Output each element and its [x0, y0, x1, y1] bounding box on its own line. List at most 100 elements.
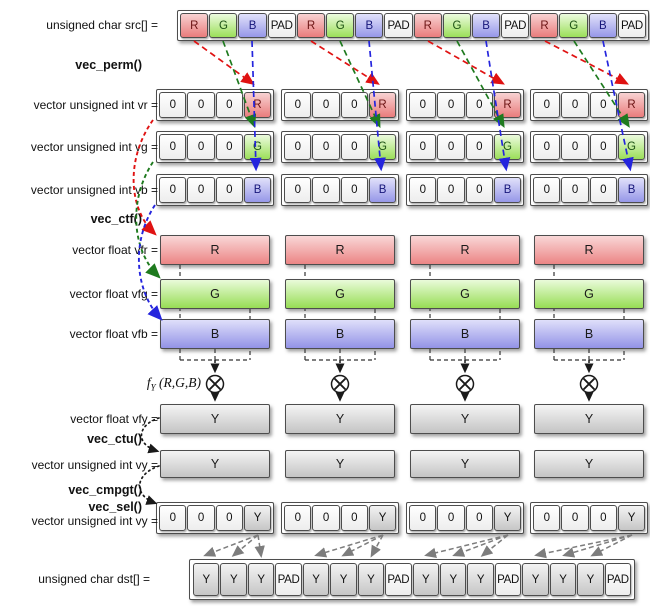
- dst-cell: Y: [467, 563, 494, 596]
- perm-arrow-red: [193, 40, 255, 85]
- store-arrow: [254, 534, 265, 558]
- dst-cell: Y: [302, 563, 330, 596]
- src-cell: G: [442, 13, 471, 38]
- vg-cell: 0: [409, 134, 437, 160]
- vb-cell: B: [617, 177, 645, 203]
- vb-cell: B: [368, 177, 396, 203]
- vr-cell: R: [617, 92, 645, 118]
- dst-cell: Y: [549, 563, 577, 596]
- vfy-bar-4: Y: [534, 404, 644, 434]
- vy-label: vector unsigned int vy =: [31, 458, 158, 472]
- vec-cmpgt-label: vec_cmpgt(): [68, 483, 142, 497]
- vb-cell: 0: [589, 177, 617, 203]
- vr-label: vector unsigned int vr =: [33, 98, 158, 112]
- dst-cell: Y: [220, 563, 247, 596]
- dst-cell: PAD: [385, 563, 412, 596]
- vec-perm-label: vec_perm(): [75, 58, 142, 72]
- vfr-bar-2: R: [285, 235, 395, 265]
- store-arrow: [203, 534, 259, 557]
- vg-cell: 0: [215, 134, 243, 160]
- vg-cell: 0: [561, 134, 589, 160]
- vb-cell: 0: [159, 177, 187, 203]
- src-cell: B: [588, 13, 617, 38]
- vb-cell: B: [493, 177, 521, 203]
- store-arrow: [534, 534, 633, 559]
- vb-cell: 0: [561, 177, 589, 203]
- multiply-circle: [455, 374, 475, 394]
- vfr-bar-1: R: [160, 235, 270, 265]
- vr-cell: 0: [187, 92, 215, 118]
- multiply-x: [458, 377, 472, 391]
- fy-sub: Y: [150, 382, 156, 393]
- dst-row: Y Y Y PAD Y Y Y PAD Y Y Y PAD Y Y Y PAD: [189, 559, 635, 600]
- vy-sel-cell: 0: [409, 505, 437, 531]
- vg-cell: G: [617, 134, 645, 160]
- dst-cell: Y: [357, 563, 385, 596]
- vg-cell: G: [493, 134, 521, 160]
- vfr-label: vector float vfr =: [72, 243, 158, 257]
- store-arrow: [341, 534, 384, 557]
- vfb-bar-4: B: [534, 319, 644, 349]
- src-cell: R: [413, 13, 442, 38]
- vb-label: vector unsigned int vb =: [30, 183, 158, 197]
- vfb-bar-2: B: [285, 319, 395, 349]
- vr-cell: 0: [215, 92, 243, 118]
- vr-cell: R: [493, 92, 521, 118]
- vy-sel-cell: 0: [533, 505, 561, 531]
- store-arrow: [424, 534, 509, 558]
- vg-cell: G: [368, 134, 396, 160]
- vb-cell: 0: [340, 177, 368, 203]
- multiply-x: [582, 377, 596, 391]
- dst-cell: Y: [247, 563, 275, 596]
- vy-sel-cell: 0: [340, 505, 368, 531]
- vg-cell: 0: [437, 134, 465, 160]
- vr-cell: 0: [284, 92, 312, 118]
- fy-function-label: fY (R,G,B): [0, 375, 201, 393]
- vy2-label: vector unsigned int vy =: [31, 514, 158, 528]
- vg-cell: 0: [284, 134, 312, 160]
- src-cell: PAD: [384, 13, 413, 38]
- vb-cell: 0: [215, 177, 243, 203]
- vec-ctu-label: vec_ctu(): [87, 432, 142, 446]
- dst-cell: PAD: [275, 563, 302, 596]
- multiply-x: [208, 377, 222, 391]
- vfg-bar-2: G: [285, 279, 395, 309]
- vfb-label: vector float vfb =: [69, 327, 158, 341]
- vr-cell: 0: [561, 92, 589, 118]
- src-cell: B: [238, 13, 267, 38]
- src-cell: PAD: [267, 13, 296, 38]
- vb-cell: 0: [312, 177, 340, 203]
- vfr-bar-4: R: [534, 235, 644, 265]
- src-cell: R: [530, 13, 559, 38]
- vy-bar-1: Y: [160, 450, 270, 478]
- src-cell: G: [559, 13, 588, 38]
- vg-cell: 0: [589, 134, 617, 160]
- multiply-circle: [579, 374, 599, 394]
- vr-cell: 0: [340, 92, 368, 118]
- vg-cell: 0: [187, 134, 215, 160]
- perm-arrows-red: [193, 40, 630, 85]
- vfy-bar-2: Y: [285, 404, 395, 434]
- vy-sel-cell: 0: [561, 505, 589, 531]
- store-arrow: [231, 534, 259, 557]
- vfg-bar-4: G: [534, 279, 644, 309]
- vr-cell: 0: [437, 92, 465, 118]
- vg-cell: 0: [340, 134, 368, 160]
- vy-sel-cell: Y: [493, 505, 521, 531]
- store-arrow: [452, 534, 509, 557]
- fy-args: (R,G,B): [155, 375, 201, 390]
- vb-cell: 0: [187, 177, 215, 203]
- vec-ctf-label: vec_ctf(): [90, 212, 142, 226]
- vfg-bar-1: G: [160, 279, 270, 309]
